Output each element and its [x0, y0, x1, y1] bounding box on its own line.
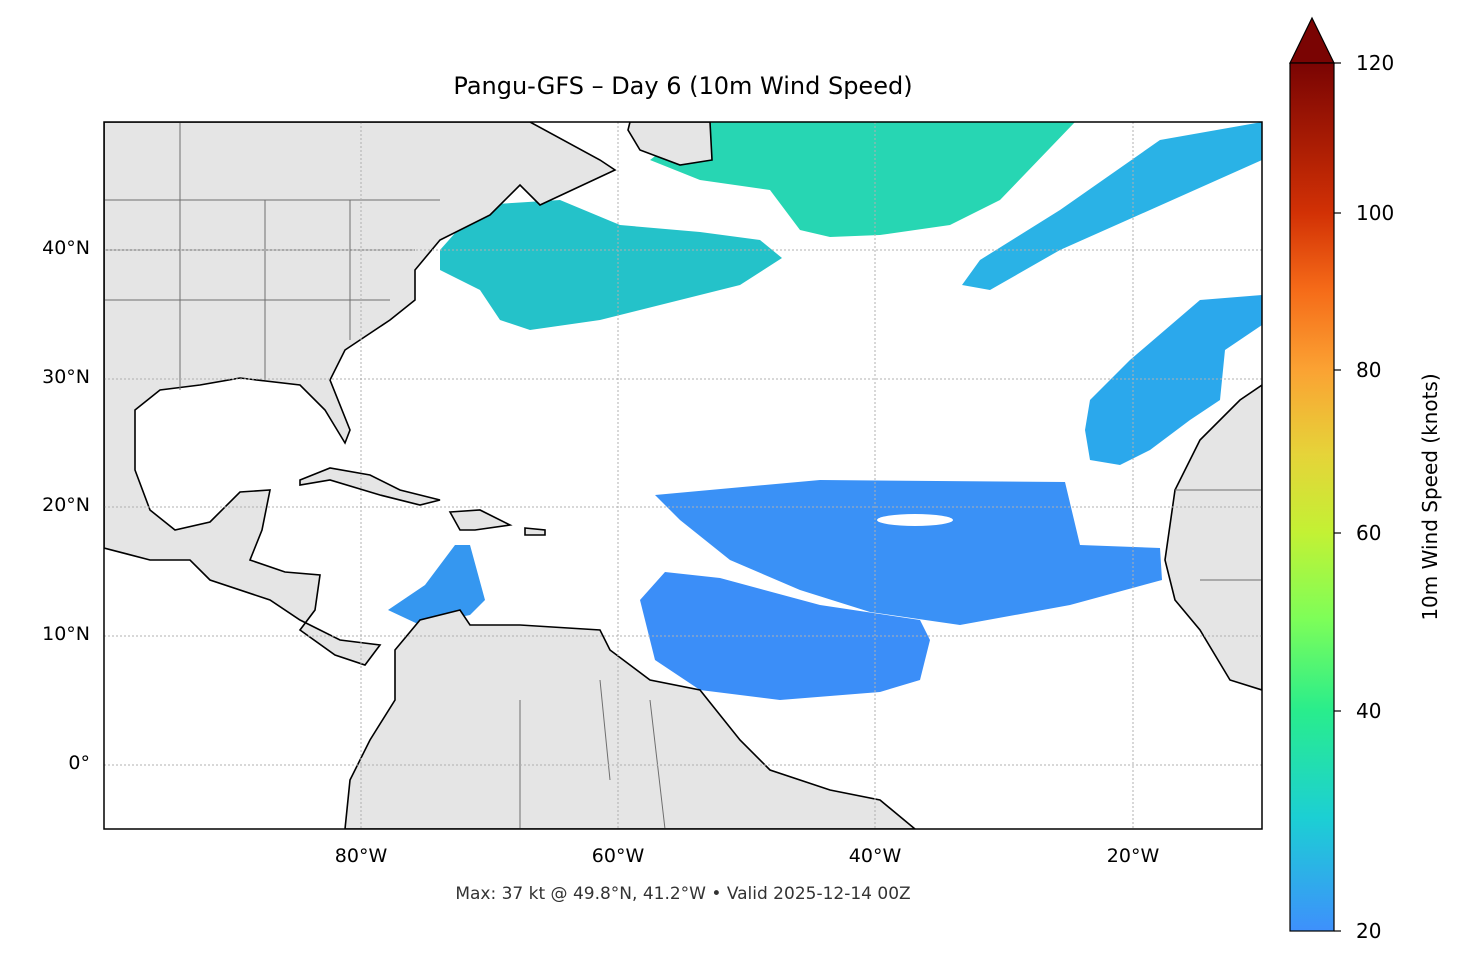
lon-tick-label: 60°W [591, 845, 645, 867]
colorbar-tick-label: 120 [1356, 51, 1395, 75]
lat-tick-label: 0° [68, 752, 90, 774]
colorbar [1289, 16, 1341, 932]
south-america [344, 609, 917, 829]
map-area [104, 122, 1262, 829]
cuba [299, 467, 441, 506]
wind-field-northeast-band [962, 122, 1262, 290]
puerto-rico [524, 527, 546, 536]
colorbar-tick-label: 40 [1356, 699, 1382, 723]
lat-tick-label: 30°N [42, 366, 90, 388]
lon-tick-label: 40°W [848, 845, 902, 867]
gridlines [104, 122, 1262, 829]
land-layer [104, 122, 1262, 829]
colorbar-tick-label: 20 [1356, 919, 1382, 943]
colorbar-tick-label: 80 [1356, 358, 1382, 382]
wind-field-north-atlantic [650, 122, 1075, 237]
lat-tick-label: 20°N [42, 494, 90, 516]
chart-title: Pangu-GFS – Day 6 (10m Wind Speed) [453, 72, 913, 100]
north-america [104, 122, 617, 666]
map-frame [103, 121, 1263, 830]
lat-tick-label: 10°N [42, 623, 90, 645]
colorbar-label: 10m Wind Speed (knots) [1418, 373, 1442, 621]
wind-field-gap [877, 514, 953, 526]
max-wind-annotation: Max: 37 kt @ 49.8°N, 41.2°W • Valid 2025… [455, 884, 911, 904]
colorbar-ticks [1334, 62, 1341, 932]
wind-field-azores [1085, 295, 1262, 465]
wind-field-trades-upper [655, 480, 1162, 625]
wind-field-us-coast [440, 200, 782, 330]
newfoundland [627, 122, 713, 166]
lon-tick-label: 20°W [1106, 845, 1160, 867]
lon-tick-label: 80°W [334, 845, 388, 867]
colorbar-extend-arrow [1289, 16, 1335, 64]
lat-tick-label: 40°N [42, 237, 90, 259]
colorbar-gradient [1289, 62, 1335, 932]
wind-field-caribbean [388, 545, 485, 625]
africa [1164, 384, 1262, 691]
colorbar-tick-label: 100 [1356, 201, 1395, 225]
hispaniola [448, 509, 513, 531]
colorbar-tick-label: 60 [1356, 521, 1382, 545]
